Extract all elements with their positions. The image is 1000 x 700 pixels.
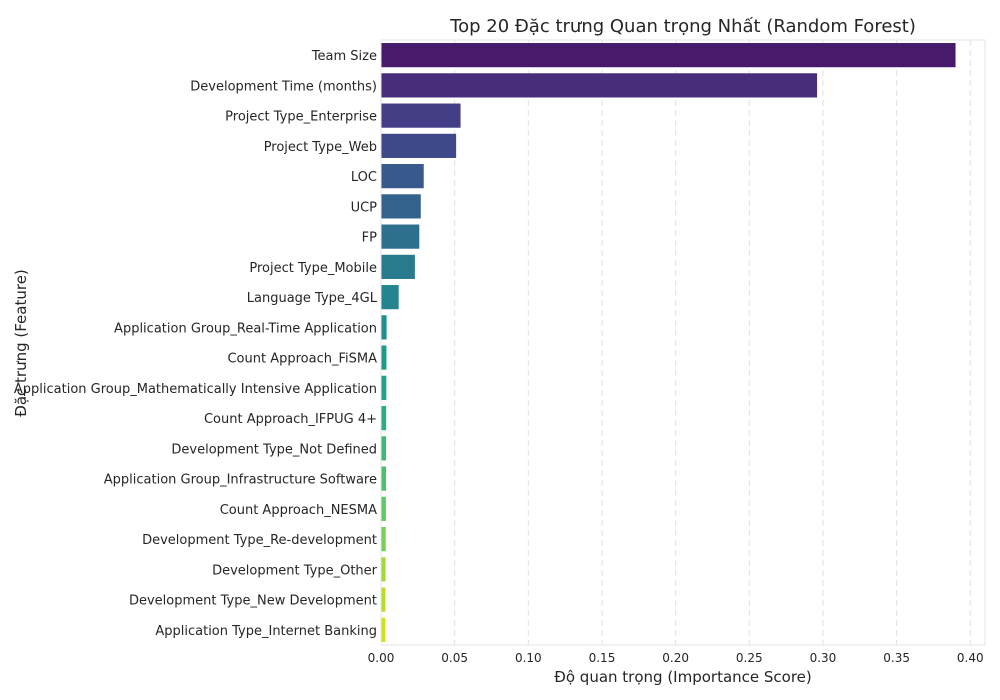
grid-layer (380, 40, 971, 645)
x-tick-label: 0.15 (589, 651, 616, 665)
y-tick-label: Development Type_Other (212, 563, 378, 578)
y-tick-label: Development Type_Re-development (142, 533, 377, 548)
x-axis-label: Độ quan trọng (Importance Score) (554, 668, 812, 686)
x-tick-label: 0.25 (736, 651, 763, 665)
y-tick-label: Project Type_Enterprise (225, 110, 377, 125)
y-axis-label: Đặc trưng (Feature) (12, 269, 30, 417)
y-tick-label: FP (362, 231, 377, 246)
y-tick-label: Count Approach_IFPUG 4+ (204, 412, 377, 427)
bar (381, 557, 386, 582)
x-tick-label: 0.05 (441, 651, 468, 665)
bar (381, 194, 421, 219)
chart-title: Top 20 Đặc trưng Quan trọng Nhất (Random… (449, 16, 916, 37)
bar (381, 133, 457, 158)
bar (381, 527, 386, 552)
y-tick-label: LOC (351, 170, 377, 185)
bar (381, 43, 956, 68)
y-tick-label: Development Type_New Development (129, 594, 377, 609)
bar (381, 103, 461, 128)
y-tick-label: Count Approach_FiSMA (227, 352, 377, 367)
bar (381, 345, 387, 370)
y-tick-label: Count Approach_NESMA (220, 503, 377, 518)
x-tick-label: 0.30 (810, 651, 837, 665)
y-tick-label: Language Type_4GL (247, 291, 378, 306)
plot-frame (380, 39, 986, 646)
y-tick-label: Application Group_Mathematically Intensi… (14, 382, 377, 397)
bar (381, 375, 387, 400)
y-tick-label: Project Type_Mobile (249, 261, 377, 276)
bar (381, 436, 387, 461)
y-tick-label: Application Group_Real-Time Application (114, 321, 377, 336)
bar (381, 587, 386, 612)
x-tick-label: 0.20 (662, 651, 689, 665)
bar (381, 406, 387, 431)
y-tick-label: Development Time (months) (190, 79, 377, 94)
bar (381, 315, 387, 340)
x-tick-label: 0.35 (883, 651, 910, 665)
bar-layer (381, 43, 956, 642)
y-tick-labels: Team Size Development Time (months) Projec… (14, 49, 378, 639)
y-tick-label: UCP (351, 200, 378, 215)
y-tick-label: Application Type_Internet Banking (155, 624, 377, 639)
bar (381, 73, 818, 98)
bar (381, 254, 415, 279)
x-tick-labels: 0.00 0.05 0.10 0.15 0.20 0.25 0.30 0.35 0.40 (368, 651, 984, 665)
x-tick-label: 0.00 (368, 651, 395, 665)
bar (381, 285, 399, 310)
y-tick-label: Project Type_Web (264, 140, 377, 155)
y-tick-label: Development Type_Not Defined (171, 442, 377, 457)
bar (381, 466, 387, 491)
x-tick-label: 0.10 (515, 651, 542, 665)
y-tick-label: Application Group_Infrastructure Softwar… (104, 473, 377, 488)
x-tick-label: 0.40 (957, 651, 984, 665)
bar (381, 496, 386, 521)
bar (381, 617, 386, 642)
bar (381, 224, 420, 249)
y-tick-label: Team Size (311, 49, 377, 64)
bar (381, 164, 424, 189)
